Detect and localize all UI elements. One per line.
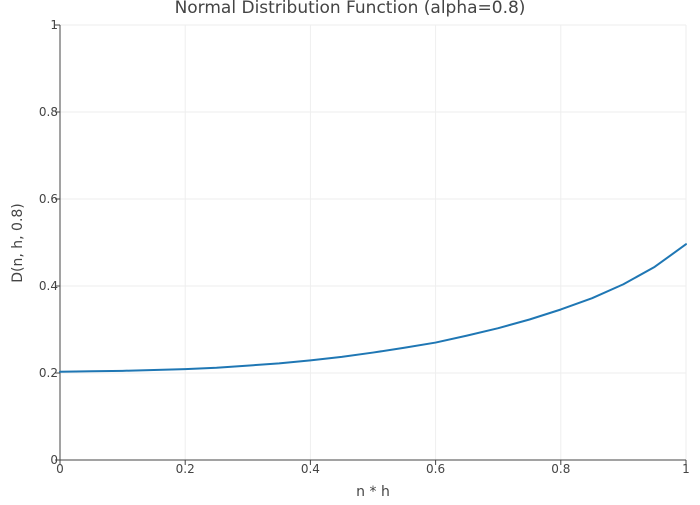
y-tick-label-4: 0.8 [39,105,58,119]
y-tick-label-3: 0.6 [39,192,58,206]
x-tick-label-1: 0.2 [176,462,195,476]
x-tick-label-0: 0 [56,462,64,476]
grid-layer [60,24,687,460]
x-tick-label-4: 0.8 [551,462,570,476]
y-tick-label-2: 0.4 [39,279,58,293]
y-tick-label-0: 0 [50,453,58,467]
tick-layer: 0 0.2 0.4 0.6 0.8 1 0 0.2 0.4 0.6 0.8 1 [39,18,690,476]
x-axis-title: n * h [356,484,390,500]
y-tick-label-1: 0.2 [39,366,58,380]
x-tick-label-2: 0.4 [301,462,320,476]
series-line-0 [59,243,687,373]
y-axis-title: D(n, h, 0.8) [10,203,26,283]
y-tick-label-5: 1 [50,18,58,32]
series-layer [59,243,687,373]
chart-title: Normal Distribution Function (alpha=0.8) [175,0,526,18]
x-tick-label-3: 0.6 [426,462,445,476]
axis-layer [59,25,686,461]
x-tick-label-5: 1 [682,462,690,476]
